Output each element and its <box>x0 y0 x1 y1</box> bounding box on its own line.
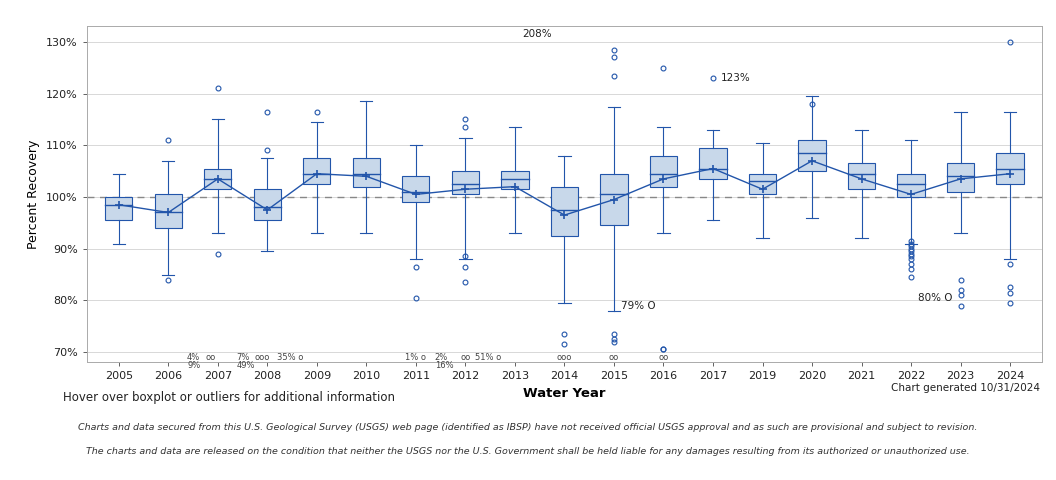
Text: 7%: 7% <box>237 353 250 362</box>
Bar <box>154 194 182 228</box>
Text: ooo: ooo <box>254 353 270 362</box>
Text: 35% o: 35% o <box>278 353 304 362</box>
Bar <box>106 197 132 220</box>
Y-axis label: Percent Recovery: Percent Recovery <box>27 140 40 249</box>
Text: 2%: 2% <box>435 353 448 362</box>
Text: The charts and data are released on the condition that neither the USGS nor the : The charts and data are released on the … <box>87 446 969 456</box>
Text: 4%: 4% <box>187 353 201 362</box>
Text: 123%: 123% <box>720 73 750 83</box>
Bar <box>749 174 776 194</box>
Text: 1% o: 1% o <box>406 353 427 362</box>
X-axis label: Water Year: Water Year <box>523 387 606 400</box>
Text: 49%: 49% <box>237 361 256 371</box>
Text: Hover over boxplot or outliers for additional information: Hover over boxplot or outliers for addit… <box>63 391 395 404</box>
Bar <box>699 148 727 179</box>
Text: 79% O: 79% O <box>621 300 656 311</box>
Bar <box>551 187 578 236</box>
Text: 9%: 9% <box>187 361 201 371</box>
Text: oo: oo <box>609 353 619 362</box>
Bar <box>997 153 1023 184</box>
Text: Charts and data secured from this U.S. Geological Survey (USGS) web page (identi: Charts and data secured from this U.S. G… <box>78 422 978 432</box>
Text: 51% o: 51% o <box>475 353 502 362</box>
Bar <box>898 174 925 197</box>
Text: oo: oo <box>460 353 471 362</box>
Bar <box>600 174 627 226</box>
Bar <box>402 176 430 202</box>
Bar <box>947 163 975 192</box>
Text: 16%: 16% <box>435 361 453 371</box>
Bar <box>353 158 380 187</box>
Bar <box>253 189 281 220</box>
Text: oo: oo <box>206 353 215 362</box>
Bar <box>848 163 875 189</box>
Bar <box>303 158 331 184</box>
Text: Chart generated 10/31/2024: Chart generated 10/31/2024 <box>891 383 1040 393</box>
Bar <box>502 171 529 189</box>
Bar <box>452 171 479 194</box>
Text: 208%: 208% <box>523 29 552 39</box>
Bar <box>798 140 826 171</box>
Bar <box>649 156 677 187</box>
Text: 80% O: 80% O <box>919 293 953 303</box>
Text: oo: oo <box>658 353 668 362</box>
Bar <box>204 168 231 189</box>
Text: ooo: ooo <box>557 353 572 362</box>
